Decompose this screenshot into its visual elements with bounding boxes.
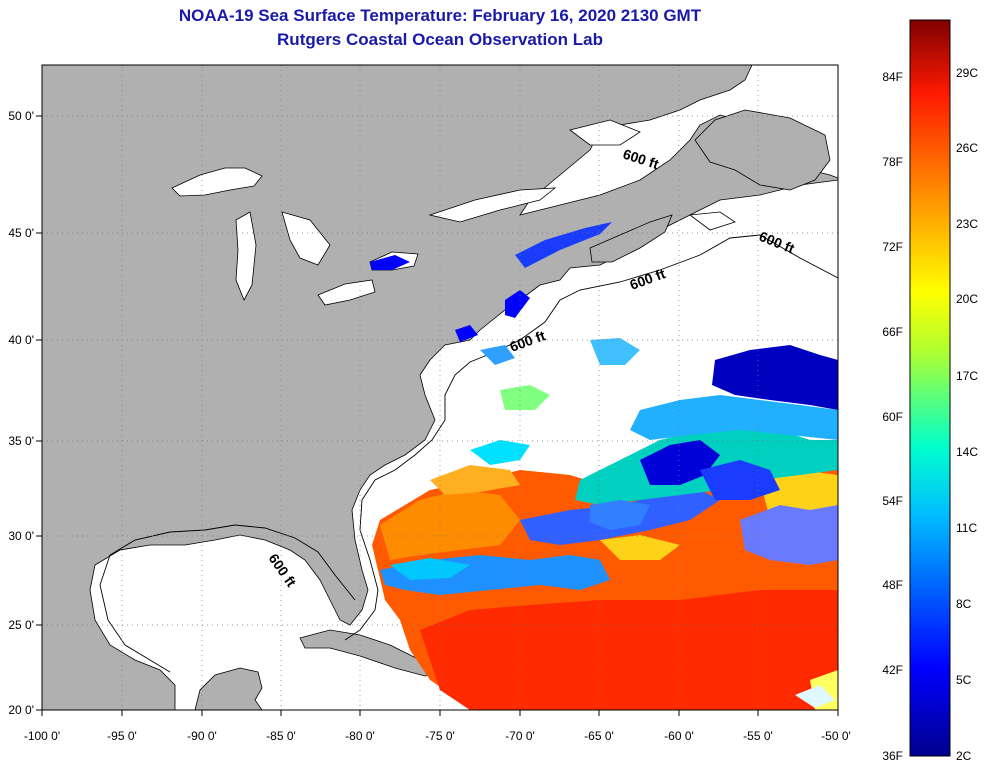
colorbar-fahrenheit-labels: 84F 78F 72F 66F 60F 54F 48F 42F 36F	[882, 70, 903, 763]
cb-f-label: 42F	[882, 663, 903, 677]
cb-c-label: 20C	[956, 292, 978, 306]
cb-c-label: 11C	[956, 521, 977, 535]
lon-label: -65 0'	[584, 729, 614, 743]
cb-f-label: 60F	[882, 410, 903, 424]
lon-label: -80 0'	[345, 729, 375, 743]
map-title: NOAA-19 Sea Surface Temperature: Februar…	[178, 6, 702, 25]
cb-f-label: 72F	[882, 240, 903, 254]
yucatan-land	[194, 667, 263, 710]
cb-c-label: 5C	[956, 673, 972, 687]
cb-c-label: 29C	[956, 66, 978, 80]
cb-f-label: 48F	[882, 578, 903, 592]
lon-label: -70 0'	[505, 729, 535, 743]
lat-label: 20 0'	[8, 703, 34, 717]
cb-c-label: 2C	[956, 749, 972, 763]
great-lakes	[171, 119, 736, 306]
cb-f-label: 78F	[882, 155, 903, 169]
cb-f-label: 84F	[882, 70, 903, 84]
longitude-labels: -100 0' -95 0' -90 0' -85 0' -80 0' -75 …	[24, 729, 851, 743]
lon-label: -55 0'	[743, 729, 773, 743]
lat-label: 45 0'	[8, 226, 34, 240]
colorbar-celsius-labels: 29C 26C 23C 20C 17C 14C 11C 8C 5C 2C	[956, 66, 978, 763]
cb-f-label: 36F	[882, 749, 903, 763]
lon-label: -100 0'	[24, 729, 60, 743]
depth-contour-600ft	[99, 234, 838, 673]
lon-label: -90 0'	[187, 729, 217, 743]
latitude-labels: 50 0' 45 0' 40 0' 35 0' 30 0' 25 0' 20 0…	[8, 109, 34, 717]
lat-label: 50 0'	[8, 109, 34, 123]
cb-f-label: 54F	[882, 494, 903, 508]
cb-c-label: 14C	[956, 445, 978, 459]
lon-label: -75 0'	[425, 729, 455, 743]
nova-scotia-land	[589, 214, 673, 263]
map-subtitle: Rutgers Coastal Ocean Observation Lab	[277, 30, 603, 49]
lon-label: -95 0'	[107, 729, 137, 743]
cb-f-label: 66F	[882, 325, 903, 339]
cb-c-label: 17C	[956, 369, 978, 383]
newfoundland-land	[694, 109, 831, 191]
lat-label: 30 0'	[8, 529, 34, 543]
lat-label: 35 0'	[8, 434, 34, 448]
lon-label: -85 0'	[266, 729, 296, 743]
axis-ticks	[36, 115, 839, 716]
cb-c-label: 23C	[956, 217, 978, 231]
sst-data	[370, 222, 838, 710]
lon-label: -50 0'	[821, 729, 851, 743]
lat-label: 40 0'	[8, 333, 34, 347]
lat-label: 25 0'	[8, 618, 34, 632]
cb-c-label: 8C	[956, 597, 972, 611]
lon-label: -60 0'	[664, 729, 694, 743]
cb-c-label: 26C	[956, 141, 978, 155]
temperature-colorbar	[909, 19, 951, 757]
